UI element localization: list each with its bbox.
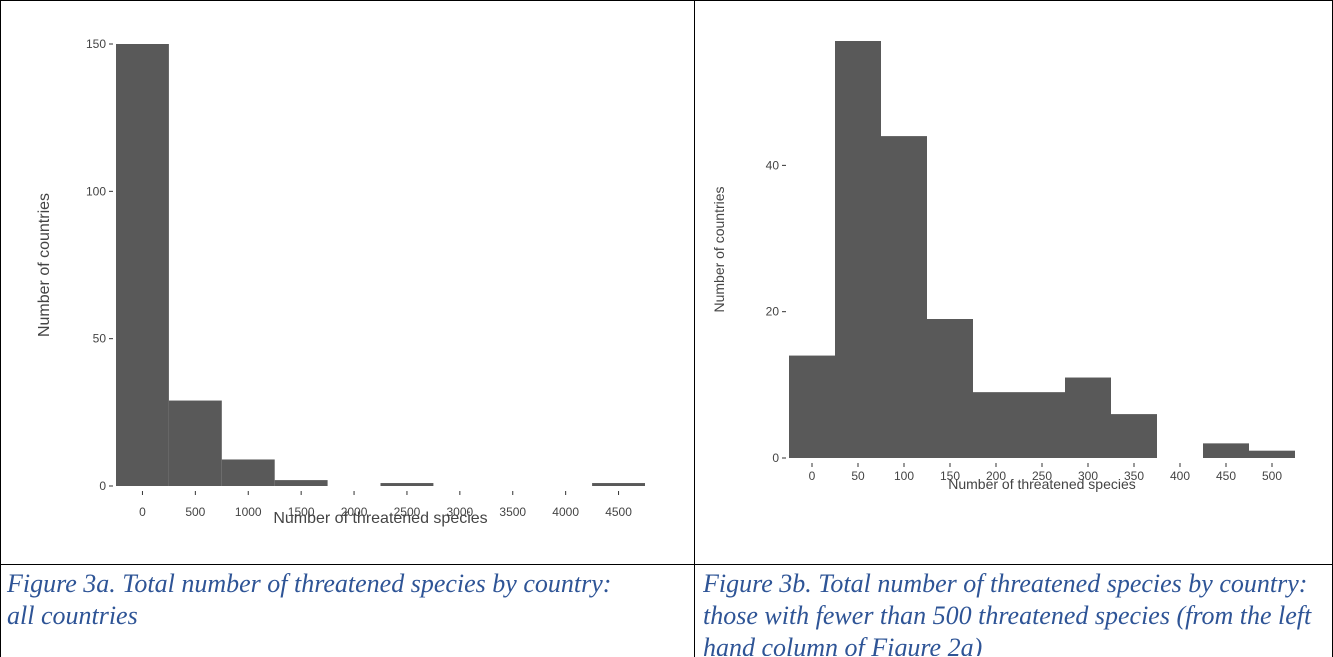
figure-3a-cell: 0 50 100 150 0 500 1000 1500 2000 2500 3000 3500 400… bbox=[1, 1, 694, 564]
histogram-bar bbox=[1111, 414, 1157, 458]
histogram-bar bbox=[221, 459, 275, 486]
table-divider-horizontal bbox=[0, 564, 1333, 565]
x-axis-tick-label: 200 bbox=[986, 469, 1006, 483]
x-axis-label: Number of threatened species bbox=[948, 476, 1136, 492]
histogram-bar bbox=[116, 44, 169, 486]
x-axis-tick-label: 50 bbox=[851, 469, 865, 483]
y-axis-tick-label: 40 bbox=[766, 158, 780, 172]
table-divider-vertical bbox=[694, 0, 695, 657]
x-axis-tick-label: 500 bbox=[185, 505, 205, 519]
x-axis-tick-label: 450 bbox=[1216, 469, 1236, 483]
histogram-bar bbox=[274, 480, 328, 486]
figure-3b-cell: 0 20 40 0 50 100 150 200 250 300 350 400 450 500 Numbe… bbox=[695, 1, 1332, 564]
x-axis-label: Number of threatened species bbox=[273, 510, 487, 527]
histogram-bar bbox=[927, 319, 973, 458]
histogram-bar bbox=[380, 483, 434, 486]
histogram-bar bbox=[973, 392, 1019, 458]
histogram-bar bbox=[789, 355, 835, 458]
table-border-top bbox=[0, 0, 1333, 1]
x-axis-tick-label: 400 bbox=[1170, 469, 1190, 483]
y-axis-tick-label: 50 bbox=[93, 332, 107, 346]
y-axis-tick-label: 20 bbox=[766, 305, 780, 319]
x-axis-tick-label: 150 bbox=[940, 469, 960, 483]
y-axis-tick-label: 150 bbox=[86, 37, 106, 51]
x-axis-tick-label: 300 bbox=[1078, 469, 1098, 483]
histogram-bar bbox=[168, 400, 222, 486]
histogram-bar bbox=[835, 41, 881, 458]
y-axis-label: Number of countries bbox=[36, 193, 53, 337]
y-axis-tick-label: 100 bbox=[86, 184, 106, 198]
histogram-bar bbox=[1203, 443, 1249, 458]
y-axis-tick-label: 0 bbox=[772, 451, 779, 465]
y-axis-tick-label: 0 bbox=[99, 479, 106, 493]
x-axis-tick-label: 1000 bbox=[235, 505, 262, 519]
histogram-bar bbox=[1065, 377, 1111, 458]
x-axis-tick-label: 350 bbox=[1124, 469, 1144, 483]
x-axis-tick-label: 0 bbox=[809, 469, 816, 483]
x-axis-tick-label: 3500 bbox=[499, 505, 526, 519]
x-axis-tick-label: 0 bbox=[139, 505, 146, 519]
x-axis-tick-label: 250 bbox=[1032, 469, 1052, 483]
x-axis-tick-label: 1500 bbox=[288, 505, 315, 519]
table-border-left bbox=[0, 0, 1, 657]
figure-3a-caption: Figure 3a. Total number of threatened sp… bbox=[7, 569, 612, 630]
histogram-bar bbox=[1249, 450, 1295, 458]
x-axis-tick-label: 100 bbox=[894, 469, 914, 483]
histogram-bar bbox=[1019, 392, 1065, 458]
histogram-bar bbox=[881, 136, 927, 458]
histogram-bar bbox=[592, 483, 645, 486]
x-axis-tick-label: 4500 bbox=[605, 505, 632, 519]
x-axis-tick-label: 2000 bbox=[341, 505, 368, 519]
x-axis-tick-label: 3000 bbox=[446, 505, 473, 519]
x-axis-tick-label: 2500 bbox=[394, 505, 421, 519]
y-axis-label: Number of countries bbox=[711, 186, 727, 312]
x-axis-tick-label: 4000 bbox=[552, 505, 579, 519]
x-axis-tick-label: 500 bbox=[1262, 469, 1282, 483]
figure-3b-caption: Figure 3b. Total number of threatened sp… bbox=[703, 569, 1312, 656]
